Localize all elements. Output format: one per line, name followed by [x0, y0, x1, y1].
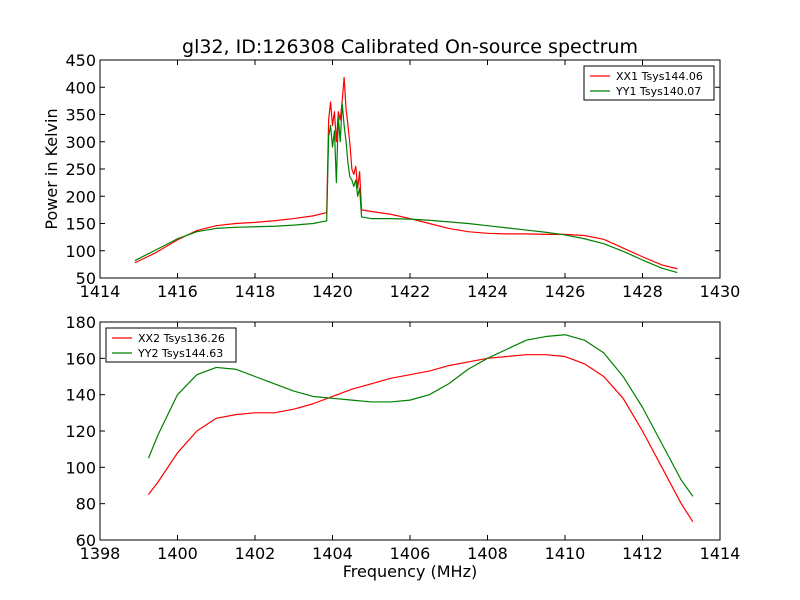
x-tick-label: 1414 — [80, 282, 121, 301]
series-line-yy1 — [134, 103, 678, 274]
series-line-xx2 — [147, 354, 694, 523]
x-tick-label: 1414 — [700, 544, 741, 563]
legend: XX2 Tsys136.26 YY2 Tsys144.63 — [105, 327, 237, 363]
x-tick-label: 1428 — [622, 282, 663, 301]
x-tick-label: 1410 — [545, 544, 586, 563]
x-tick-label: 1408 — [467, 544, 508, 563]
x-tick-label: 1424 — [467, 282, 508, 301]
x-tick-label: 1430 — [700, 282, 741, 301]
x-tick-label: 1406 — [390, 544, 431, 563]
y-tick-label: 60 — [76, 531, 96, 550]
y-tick-label: 180 — [65, 313, 96, 332]
x-tick-label: 1400 — [157, 544, 198, 563]
y-tick-label: 50 — [76, 269, 96, 288]
y-tick-label: 250 — [65, 160, 96, 179]
legend-entry: XX1 Tsys144.06 — [616, 70, 703, 83]
x-tick-label: 1420 — [312, 282, 353, 301]
y-tick-label: 300 — [65, 133, 96, 152]
legend-entry: XX2 Tsys136.26 — [138, 332, 225, 345]
figure-title: gl32, ID:126308 Calibrated On-source spe… — [182, 36, 638, 58]
legend-entry: YY1 Tsys140.07 — [615, 85, 701, 98]
y-tick-label: 120 — [65, 422, 96, 441]
top-spectrum-panel: 1414 1416 1418 1420 1422 1424 1426 1428 1430 50 10… — [42, 51, 740, 301]
legend-box — [583, 65, 715, 101]
legend-entry: YY2 Tsys144.63 — [137, 347, 223, 360]
x-tick-label: 1404 — [312, 544, 353, 563]
bottom-spectrum-panel: 1398 1400 1402 1404 1406 1408 1410 1412 1414 60 80… — [65, 313, 740, 581]
y-tick-label: 80 — [76, 495, 96, 514]
x-tick-label: 1412 — [622, 544, 663, 563]
x-tick-label: 1402 — [235, 544, 276, 563]
x-tick-label: 1398 — [80, 544, 121, 563]
x-tick-label: 1426 — [545, 282, 586, 301]
y-tick-label: 400 — [65, 78, 96, 97]
x-axis-label: Frequency (MHz) — [343, 562, 477, 581]
x-tick-label: 1418 — [235, 282, 276, 301]
x-tick-label: 1416 — [157, 282, 198, 301]
y-tick-label: 100 — [65, 458, 96, 477]
legend-box — [105, 327, 237, 363]
y-axis-label: Power in Kelvin — [42, 108, 61, 229]
legend: XX1 Tsys144.06 YY1 Tsys140.07 — [583, 65, 715, 101]
y-tick-label: 200 — [65, 187, 96, 206]
y-tick-label: 450 — [65, 51, 96, 70]
y-tick-label: 350 — [65, 106, 96, 125]
y-tick-label: 160 — [65, 349, 96, 368]
y-tick-label: 140 — [65, 386, 96, 405]
y-tick-label: 100 — [65, 242, 96, 261]
series-line-yy2 — [147, 334, 694, 497]
x-tick-label: 1422 — [390, 282, 431, 301]
y-tick-label: 150 — [65, 215, 96, 234]
series-line-xx1 — [134, 76, 678, 270]
